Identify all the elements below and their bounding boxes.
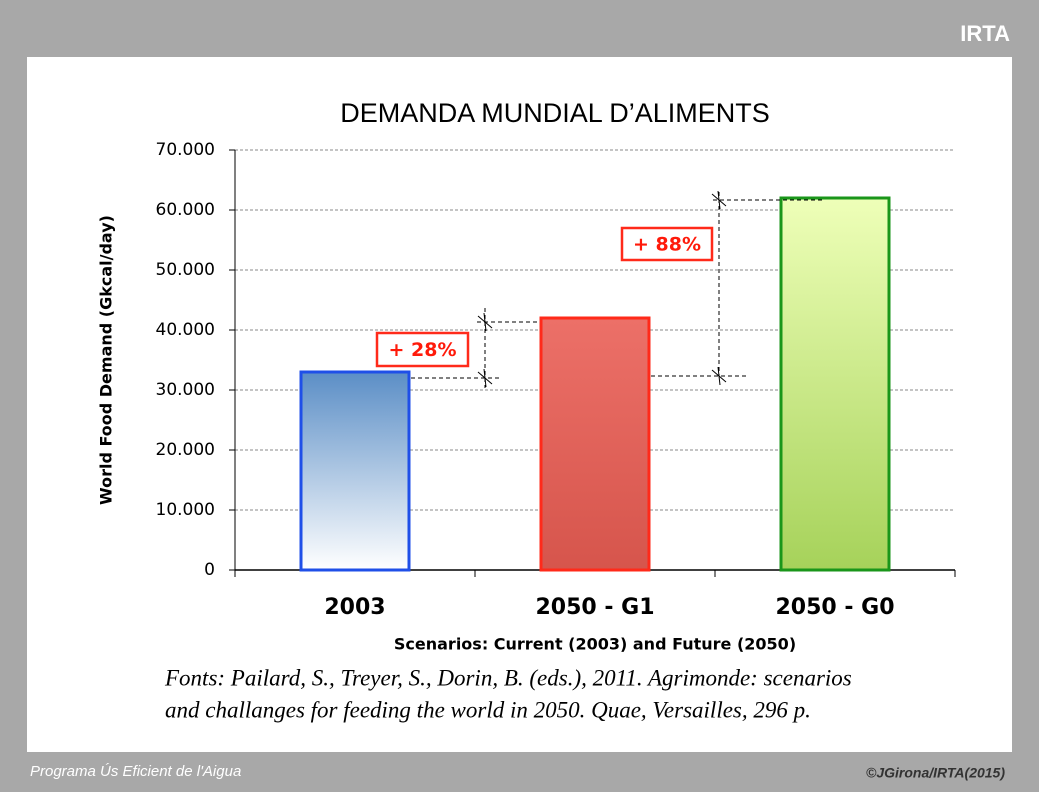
bracket-cross [717,190,721,210]
annotation-box [620,226,714,262]
bracket-cross [483,312,487,332]
y-tick-label: 60.000 [156,200,215,220]
chart-title: DEMANDA MUNDIAL D’ALIMENTS [340,98,770,128]
y-tick-label: 30.000 [156,380,215,400]
y-tick-label: 50.000 [156,260,215,280]
bar [779,196,891,572]
x-tick-label: 2050 - G0 [775,595,894,620]
source-line: and challanges for feeding the world in … [165,697,811,722]
source-line: Fonts: Pailard, S., Treyer, S., Dorin, B… [164,665,852,690]
bracket-cross [483,368,487,388]
annotation: + 88% [633,234,701,256]
x-axis-label: Scenarios: Current (2003) and Future (20… [394,635,796,654]
y-tick-label: 70.000 [156,140,215,160]
x-tick-label: 2003 [324,595,385,620]
y-tick-label: 20.000 [156,440,215,460]
bar [299,370,411,572]
annotation: + 28% [388,339,456,361]
y-tick-label: 0 [204,560,215,580]
x-tick-label: 2050 - G1 [535,595,654,620]
annotation-box [375,331,470,368]
bar [539,316,651,572]
y-tick-label: 40.000 [156,320,215,340]
y-axis-label: World Food Demand (Gkcal/day) [97,215,116,505]
footer-right: ©JGirona/IRTA(2015) [866,765,1005,781]
y-tick-label: 10.000 [156,500,215,520]
footer-left: Programa Ús Eficient de l'Aigua [30,763,241,780]
logo: IRTA [960,21,1010,46]
bracket-cross [717,366,721,386]
